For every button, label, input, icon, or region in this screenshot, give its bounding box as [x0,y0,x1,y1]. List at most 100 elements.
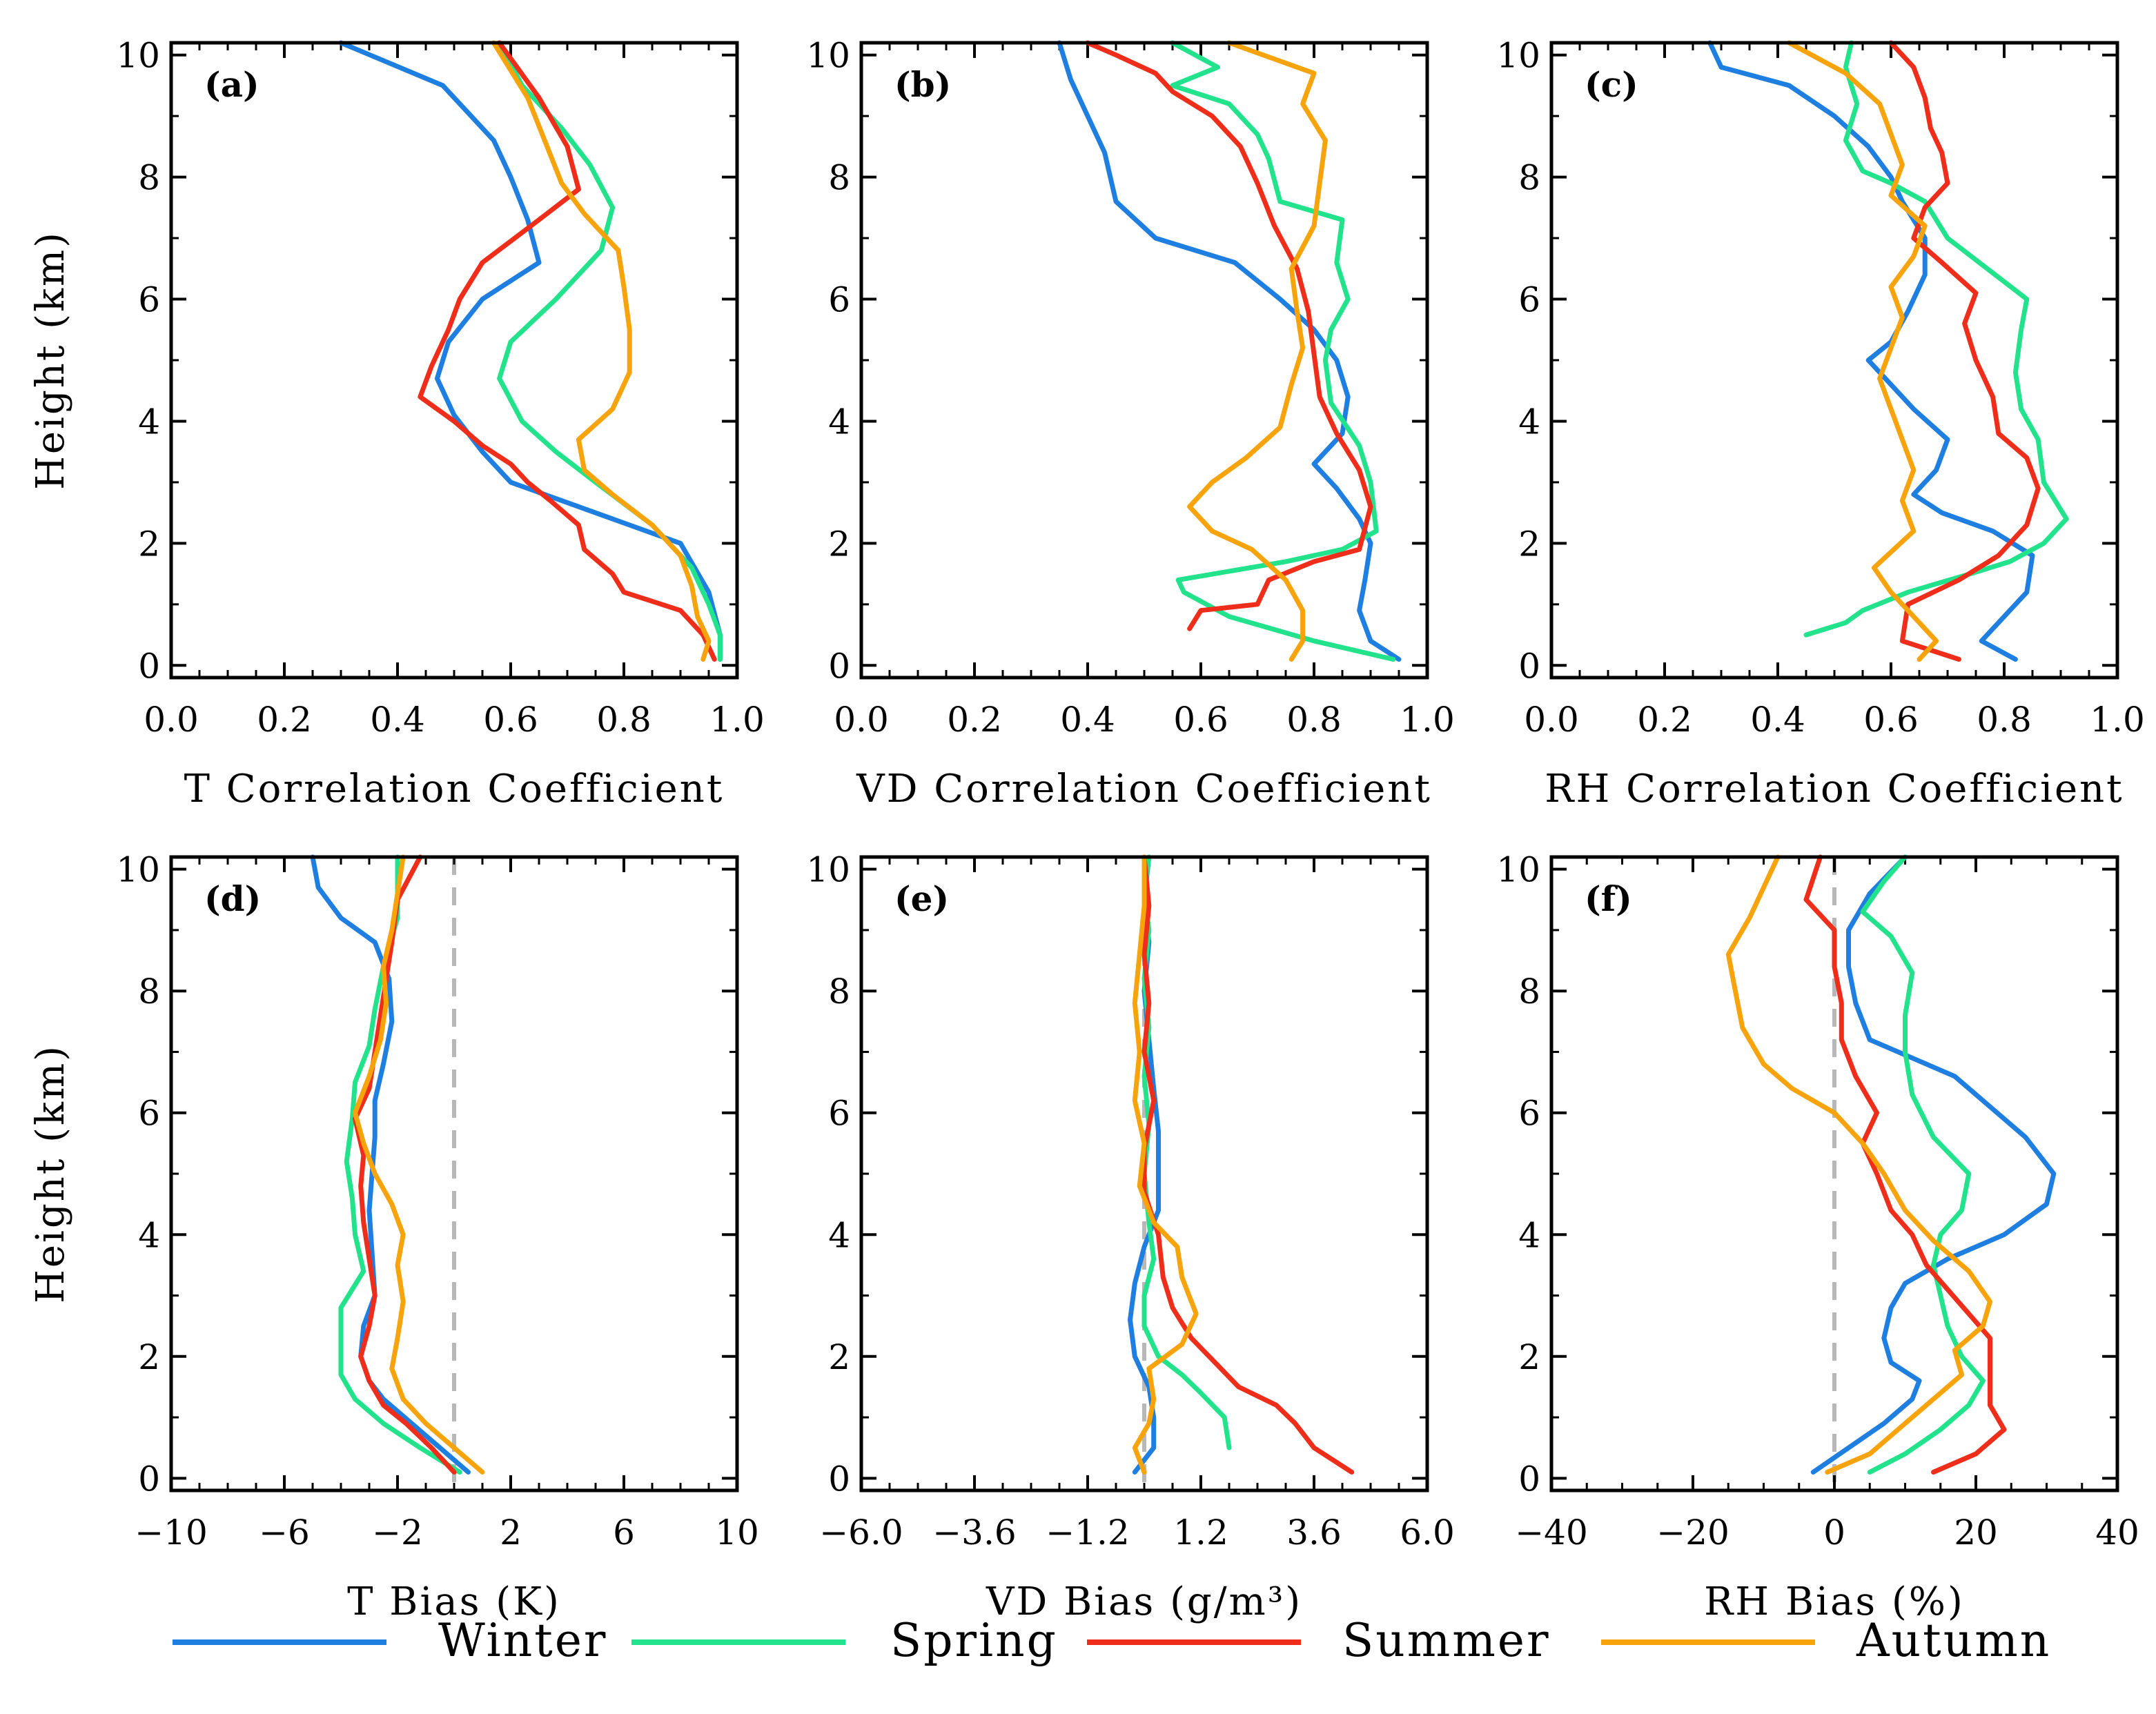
plot-frame [859,855,1429,1493]
legend-label: Summer [1342,1614,1551,1667]
x-tick-label: 40 [2095,1513,2139,1553]
y-tick-label: 2 [138,1337,160,1377]
x-tick-label: −6 [259,1513,310,1553]
x-tick-label: 1.0 [709,700,765,740]
y-tick-label: 0 [1518,1459,1540,1499]
plot-frame [1549,41,2119,680]
series-line-autumn [1132,854,1199,1475]
series-line-spring [1170,40,1396,662]
series-line-autumn [1725,854,1992,1475]
x-axis-title: RH Bias (%) [1704,1579,1965,1624]
y-tick-label: 8 [1518,972,1540,1012]
panel-b: 0.0 0.2 0.4 0.6 0.8 1.0 0 2 4 6 8 10 (b) VD Correlati… [806,36,1454,811]
legend-item-winter: Winter [173,1614,607,1667]
x-tick-label: −10 [135,1513,208,1553]
series-line-winter [1810,854,2057,1475]
panel-d: −10 −6 −2 2 6 10 0 2 4 6 8 10 (d) T Bias (K) Height (k… [28,850,759,1624]
x-tick-label: 1.0 [2090,700,2145,740]
x-axis-title: VD Correlation Coefficient [856,767,1432,811]
panel-label: (f) [1585,878,1632,919]
y-tick-label: 4 [138,402,160,442]
y-tick-label: 2 [828,524,850,564]
x-tick-label: −2 [372,1513,423,1553]
series-line-autumn [353,854,485,1475]
y-tick-label: 4 [1518,402,1540,442]
y-tick-label: 10 [1496,36,1540,76]
series-line-winter [1057,40,1402,662]
series-line-summer [1141,854,1355,1475]
series-line-summer [418,40,717,662]
panel-label: (a) [204,64,259,105]
y-tick-label: 2 [138,524,160,564]
x-tick-label: 0.6 [483,700,538,740]
x-tick-label: 2 [500,1513,522,1553]
y-tick-label: 0 [1518,646,1540,686]
y-tick-label: 4 [138,1215,160,1255]
series-line-winter [338,40,723,662]
series-line-autumn [1786,40,1939,662]
y-tick-label: 6 [828,280,850,320]
plot-frame [1549,855,2119,1493]
x-tick-label: −3.6 [932,1513,1016,1553]
y-tick-label: 2 [1518,1337,1540,1377]
y-tick-label: 10 [116,36,160,76]
y-tick-label: 8 [828,972,850,1012]
y-tick-label: 0 [138,646,160,686]
plot-frame [169,855,739,1493]
x-axis-title: T Correlation Coefficient [184,767,725,811]
y-axis-title: Height (km) [28,230,73,490]
series-line-spring [338,854,462,1475]
x-tick-label: 0.4 [1060,700,1115,740]
x-tick-label: 20 [1954,1513,1998,1553]
x-tick-label: 0.6 [1173,700,1228,740]
legend-item-autumn: Autumn [1601,1614,2051,1667]
x-tick-label: 0.2 [947,700,1002,740]
legend-item-spring: Spring [631,1614,1058,1667]
x-tick-label: 0.6 [1863,700,1919,740]
x-tick-label: 0.0 [834,700,889,740]
x-tick-label: 0.4 [370,700,425,740]
x-tick-label: −40 [1515,1513,1588,1553]
x-axis-title: RH Correlation Coefficient [1545,767,2124,811]
panel-label: (e) [894,878,949,919]
legend-label: Autumn [1856,1614,2051,1667]
y-tick-label: 0 [828,1459,850,1499]
y-tick-label: 6 [138,1094,160,1134]
x-tick-label: −6.0 [819,1513,903,1553]
y-tick-label: 6 [828,1094,850,1134]
y-tick-label: 0 [138,1459,160,1499]
x-tick-label: 0.0 [144,700,199,740]
legend: Winter Spring Summer Autumn [173,1614,2051,1667]
y-tick-label: 4 [828,402,850,442]
series-line-summer [1085,40,1373,631]
y-tick-label: 2 [828,1337,850,1377]
legend-label: Spring [890,1614,1058,1667]
x-tick-label: −1.2 [1046,1513,1129,1553]
x-tick-label: 0.8 [1286,700,1342,740]
panel-label: (c) [1585,64,1638,105]
x-tick-label: 0.2 [1637,700,1692,740]
x-tick-label: 3.6 [1286,1513,1342,1553]
x-tick-label: 1.2 [1173,1513,1228,1553]
legend-label: Winter [438,1614,607,1667]
plot-frame [169,41,739,680]
legend-item-summer: Summer [1087,1614,1551,1667]
series-line-spring [497,40,723,662]
panel-e: −6.0 −3.6 −1.2 1.2 3.6 6.0 0 2 4 6 8 10 (e) VD Bias (… [806,850,1454,1624]
y-tick-label: 2 [1518,524,1540,564]
y-tick-label: 8 [138,972,160,1012]
x-tick-label: 0.2 [257,700,312,740]
y-tick-label: 4 [1518,1215,1540,1255]
x-tick-label: −20 [1656,1513,1729,1553]
y-tick-label: 10 [116,850,160,890]
series-line-summer [1888,40,2041,662]
plot-frame [859,41,1429,680]
y-tick-label: 10 [806,850,850,890]
y-tick-label: 6 [1518,280,1540,320]
y-tick-label: 8 [828,158,850,198]
x-tick-label: 0.8 [1977,700,2032,740]
x-tick-label: 0.4 [1750,700,1805,740]
panel-c: 0.0 0.2 0.4 0.6 0.8 1.0 0 2 4 6 8 10 (c) RH Correlati… [1496,36,2144,811]
x-tick-label: 1.0 [1400,700,1455,740]
